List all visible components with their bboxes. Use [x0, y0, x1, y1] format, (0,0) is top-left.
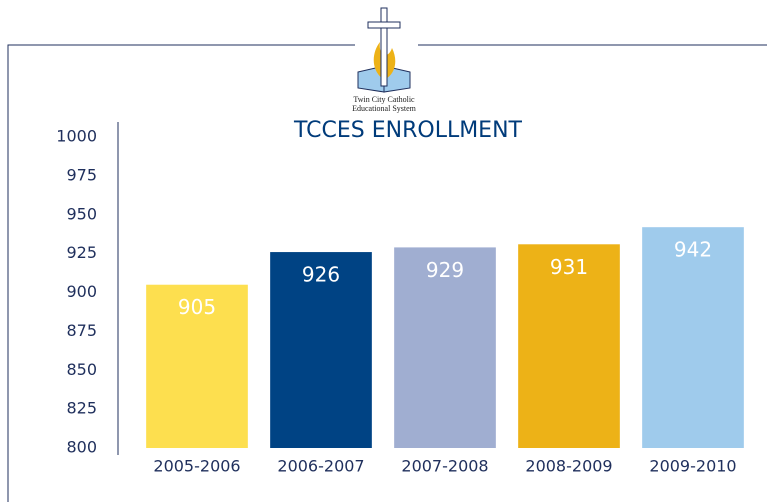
frame — [7, 44, 767, 502]
value-label: 905 — [178, 295, 216, 319]
logo-line: Educational System — [352, 104, 417, 113]
y-tick-label: 800 — [66, 438, 97, 457]
logo-cross-h — [367, 21, 401, 29]
value-label: 942 — [674, 238, 712, 262]
logo-cross-v — [380, 7, 388, 87]
y-tick-label: 875 — [66, 321, 97, 340]
bar — [518, 244, 620, 448]
x-tick-label: 2006-2007 — [277, 457, 364, 476]
chart-title: TCCES ENROLLMENT — [293, 118, 523, 143]
logo-line: Twin City Catholic — [353, 95, 415, 104]
bar — [642, 227, 744, 448]
bar — [270, 252, 372, 448]
y-tick-label: 900 — [66, 282, 97, 301]
x-tick-label: 2005-2006 — [153, 457, 240, 476]
y-tick-label: 925 — [66, 243, 97, 262]
value-label: 931 — [550, 255, 588, 279]
y-tick-label: 850 — [66, 360, 97, 379]
x-tick-label: 2007-2008 — [401, 457, 488, 476]
value-label: 929 — [426, 258, 464, 282]
y-tick-label: 950 — [66, 204, 97, 223]
x-tick-label: 2008-2009 — [525, 457, 612, 476]
logo: Twin City Catholic Educational System — [352, 7, 417, 113]
x-tick-label: 2009-2010 — [649, 457, 736, 476]
bar — [394, 247, 496, 448]
y-tick-label: 825 — [66, 399, 97, 418]
bar — [146, 284, 248, 448]
frame-left — [7, 44, 355, 502]
y-tick-label: 1000 — [56, 127, 97, 146]
y-tick-label: 975 — [66, 165, 97, 184]
value-label: 926 — [302, 263, 340, 287]
